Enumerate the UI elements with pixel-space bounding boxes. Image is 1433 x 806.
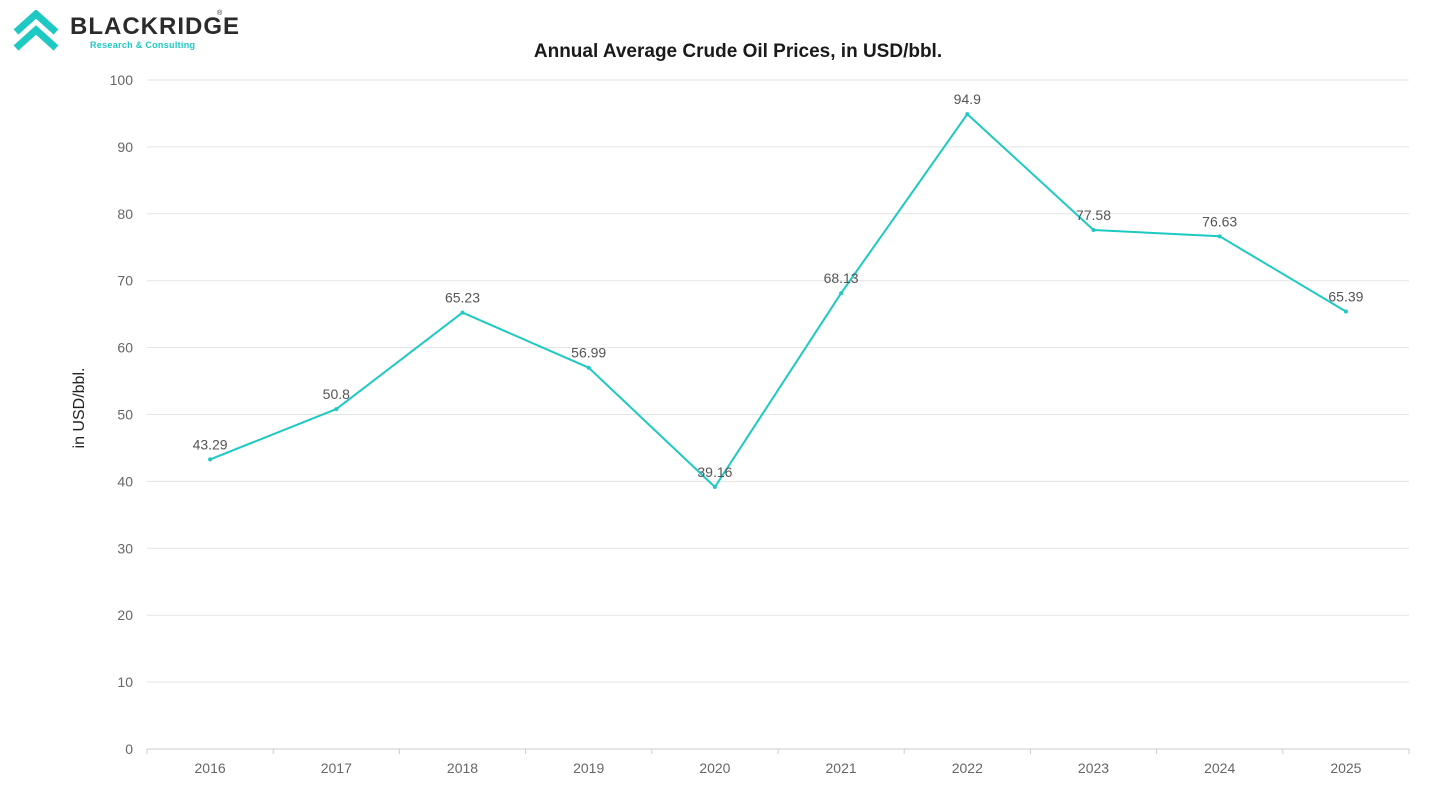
x-tick-label: 2017 [321,760,352,776]
x-tick-label: 2018 [447,760,478,776]
x-tick-label: 2020 [699,760,730,776]
data-label: 94.9 [954,91,981,107]
data-point [1217,234,1222,239]
data-point [460,310,465,315]
series-line [209,113,1347,488]
y-tick-label: 30 [117,540,133,556]
y-tick-label: 0 [125,741,133,757]
data-point [965,112,970,117]
y-axis-ticks: 0 10 20 30 40 50 60 70 80 90 100 [110,72,134,757]
brand-logo: BLACKRIDGE ® Research & Consulting [12,9,239,54]
x-tick-label: 2025 [1330,760,1361,776]
x-tick-label: 2019 [573,760,604,776]
y-tick-label: 50 [117,407,133,423]
data-label: 65.23 [445,290,480,306]
x-tick-label: 2021 [826,760,857,776]
y-tick-label: 70 [117,273,133,289]
x-tick-label: 2023 [1078,760,1109,776]
data-labels: 43.29 50.8 65.23 56.99 39.16 68.13 94.9 77.58 76… [193,91,1364,480]
y-tick-label: 90 [117,139,133,155]
chevron-logo-icon [13,9,59,51]
data-label: 77.58 [1076,207,1111,223]
y-tick-label: 60 [117,340,133,356]
data-point [334,407,339,412]
brand-tagline: Research & Consulting [90,40,196,50]
data-label: 39.16 [697,464,732,480]
brand-name: BLACKRIDGE [70,13,240,40]
data-point [208,457,213,462]
y-tick-label: 100 [110,72,134,88]
y-tick-label: 20 [117,607,133,623]
x-tick-label: 2024 [1204,760,1235,776]
x-tick-label: 2022 [952,760,983,776]
data-label: 43.29 [193,436,228,452]
x-tick-label: 2016 [195,760,226,776]
data-label: 50.8 [323,386,350,402]
x-axis: 2016 2017 2018 2019 2020 2021 2022 2023 2024 2025 [146,748,1410,776]
data-point [586,365,591,370]
data-label: 68.13 [824,270,859,286]
y-tick-label: 10 [117,674,133,690]
data-label: 65.39 [1328,289,1363,305]
chart-title: Annual Average Crude Oil Prices, in USD/… [533,41,943,62]
data-point [839,291,844,296]
data-point [1343,309,1348,314]
data-point [1091,227,1096,232]
series-line-group [208,112,1348,490]
data-label: 76.63 [1202,213,1237,229]
data-label: 56.99 [571,345,606,361]
y-tick-label: 40 [117,473,133,489]
data-point [712,485,717,490]
brand-registered-mark: ® [217,10,223,17]
gridlines [147,79,1409,750]
y-tick-label: 80 [117,206,133,222]
